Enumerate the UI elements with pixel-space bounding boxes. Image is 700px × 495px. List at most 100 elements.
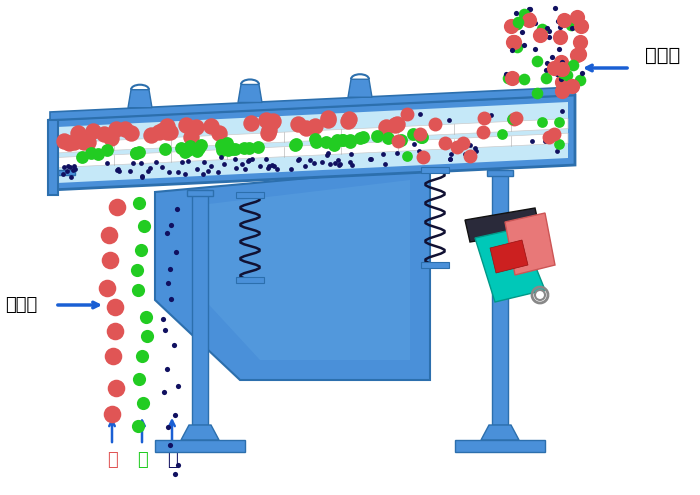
Point <box>127 159 139 167</box>
Polygon shape <box>505 213 555 275</box>
Point <box>196 141 207 148</box>
Point <box>62 162 74 170</box>
Point <box>64 139 75 147</box>
Point <box>324 160 335 168</box>
Polygon shape <box>348 79 372 97</box>
Circle shape <box>535 290 545 300</box>
Point <box>182 146 193 154</box>
Polygon shape <box>155 440 245 452</box>
Polygon shape <box>48 120 58 195</box>
Point <box>575 22 587 30</box>
Point <box>264 126 275 134</box>
Point <box>111 166 122 174</box>
Point <box>111 384 122 392</box>
Point <box>262 164 274 172</box>
Point <box>445 150 456 158</box>
Point <box>321 150 332 158</box>
Point <box>444 155 456 163</box>
Point <box>130 149 141 157</box>
Point <box>401 110 412 118</box>
Point <box>130 148 141 156</box>
Point <box>544 133 555 141</box>
Point <box>415 134 426 142</box>
Point <box>164 128 175 136</box>
Point <box>237 160 248 168</box>
Point <box>213 168 224 176</box>
Point <box>227 145 238 153</box>
Point <box>524 16 535 24</box>
Point <box>364 155 375 163</box>
Polygon shape <box>487 170 513 176</box>
Point <box>335 160 346 168</box>
Point <box>190 123 202 131</box>
Point <box>413 147 424 155</box>
Polygon shape <box>50 95 575 190</box>
Point <box>179 170 190 178</box>
Point <box>542 24 553 32</box>
Point <box>556 78 568 86</box>
Point <box>548 64 559 72</box>
Polygon shape <box>187 190 213 196</box>
Point <box>502 74 513 82</box>
Point <box>166 221 177 229</box>
Point <box>531 56 542 64</box>
Point <box>530 19 541 27</box>
Point <box>355 134 366 142</box>
Point <box>557 87 568 95</box>
Point <box>158 388 169 396</box>
Point <box>561 71 573 79</box>
Point <box>263 162 274 170</box>
Point <box>61 167 72 175</box>
Point <box>67 166 78 174</box>
Text: 粗: 粗 <box>106 451 118 469</box>
Polygon shape <box>238 85 262 102</box>
Point <box>136 173 147 181</box>
Point <box>567 60 578 68</box>
Point <box>346 161 358 169</box>
Polygon shape <box>475 228 545 302</box>
Point <box>342 117 354 125</box>
Point <box>136 352 148 360</box>
Point <box>223 146 234 153</box>
Point <box>286 165 297 173</box>
Point <box>416 133 428 141</box>
Polygon shape <box>48 170 75 175</box>
Point <box>82 138 93 146</box>
Point <box>186 133 197 141</box>
Point <box>262 129 274 137</box>
Point <box>486 111 497 119</box>
Point <box>218 160 230 168</box>
Point <box>289 142 300 149</box>
Point <box>519 75 530 83</box>
Point <box>150 158 162 166</box>
Point <box>554 33 566 41</box>
Point <box>567 82 578 90</box>
Point <box>175 144 186 152</box>
Point <box>135 246 146 253</box>
Point <box>72 129 83 137</box>
Point <box>134 375 145 383</box>
Point <box>328 139 339 147</box>
Point <box>395 136 407 144</box>
Point <box>172 382 183 390</box>
Point <box>242 157 253 165</box>
Point <box>511 20 522 28</box>
Point <box>558 16 569 24</box>
Point <box>64 163 76 171</box>
Point <box>214 129 225 137</box>
Point <box>344 115 355 123</box>
Bar <box>236 192 264 198</box>
Point <box>193 144 204 152</box>
Point <box>293 156 304 164</box>
Point <box>574 50 585 58</box>
Point <box>92 149 104 157</box>
Point <box>146 131 157 139</box>
Point <box>536 118 547 126</box>
Point <box>106 410 118 418</box>
Point <box>505 22 517 30</box>
Point <box>161 365 172 373</box>
Point <box>179 148 190 155</box>
Point <box>163 168 174 176</box>
Point <box>461 149 472 157</box>
Point <box>518 10 529 18</box>
